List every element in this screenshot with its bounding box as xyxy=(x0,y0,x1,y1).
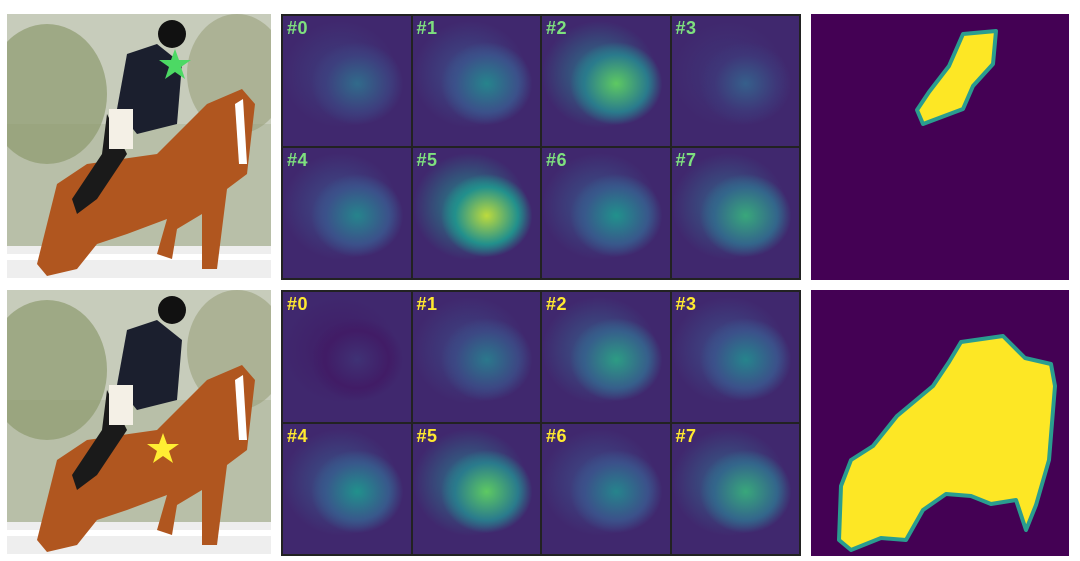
attention-maps-top: #0 #1 #2 #3 #4 #5 #6 #7 xyxy=(281,14,801,280)
map-index-label: #2 xyxy=(546,18,568,38)
attention-map-cell: #5 xyxy=(411,147,541,279)
horse-photo-bottom xyxy=(7,290,271,554)
horse-rider-illustration xyxy=(7,14,271,278)
map-index-label: #0 xyxy=(287,18,309,38)
attention-map-cell: #6 xyxy=(541,423,671,555)
map-index-label: #1 xyxy=(416,294,438,314)
attention-map-cell: #4 xyxy=(282,147,412,279)
attention-map-cell: #3 xyxy=(670,291,800,423)
map-index-label: #3 xyxy=(675,18,697,38)
map-index-label: #2 xyxy=(546,294,568,314)
attention-map-cell: #7 xyxy=(670,423,800,555)
map-index-label: #6 xyxy=(546,426,568,446)
attention-map-cell: #0 xyxy=(282,291,412,423)
map-index-label: #4 xyxy=(287,426,309,446)
horse-rider-illustration xyxy=(7,290,271,554)
map-index-label: #0 xyxy=(287,294,309,314)
attention-maps-bottom: #0 #1 #2 #3 #4 #5 #6 #7 xyxy=(281,290,801,556)
attention-map-cell: #1 xyxy=(411,15,541,147)
map-index-label: #7 xyxy=(675,150,697,170)
attention-map-cell: #0 xyxy=(282,15,412,147)
mask-shape xyxy=(811,290,1069,556)
horse-photo-top xyxy=(7,14,271,278)
attention-map-cell: #7 xyxy=(670,147,800,279)
map-index-label: #6 xyxy=(546,150,568,170)
mask-bottom xyxy=(811,290,1069,556)
attention-map-cell: #3 xyxy=(670,15,800,147)
mask-shape xyxy=(811,14,1069,280)
attention-map-cell: #2 xyxy=(541,291,671,423)
attention-map-cell: #5 xyxy=(411,423,541,555)
map-index-label: #1 xyxy=(416,18,438,38)
map-index-label: #5 xyxy=(416,426,438,446)
map-index-label: #7 xyxy=(675,426,697,446)
attention-map-cell: #1 xyxy=(411,291,541,423)
mask-top xyxy=(811,14,1069,280)
attention-map-cell: #4 xyxy=(282,423,412,555)
map-index-label: #4 xyxy=(287,150,309,170)
map-index-label: #3 xyxy=(675,294,697,314)
attention-map-cell: #6 xyxy=(541,147,671,279)
star-marker-icon xyxy=(147,433,179,463)
map-index-label: #5 xyxy=(416,150,438,170)
star-marker-icon xyxy=(159,49,191,79)
attention-map-cell: #2 xyxy=(541,15,671,147)
